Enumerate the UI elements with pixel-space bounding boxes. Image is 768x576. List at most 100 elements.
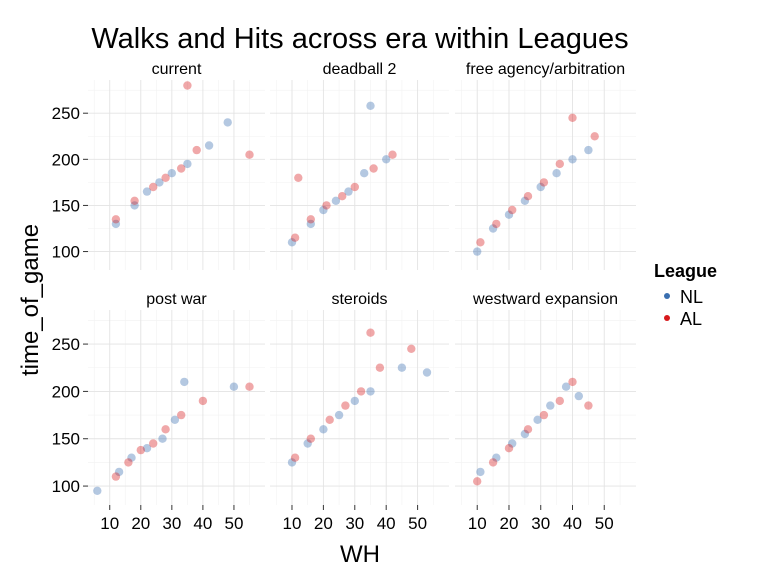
data-point-al [375, 363, 385, 372]
data-point-al [136, 445, 145, 455]
x-tick-label: 50 [224, 514, 243, 533]
facet-panel: post war 100 150 200 250 10 20 30 40 50 [52, 291, 265, 533]
facet-panel: deadball 2 [270, 61, 449, 270]
data-point-nl [397, 363, 407, 372]
data-point-nl [360, 169, 369, 178]
data-point-al [177, 410, 186, 420]
facet-panel: current 100 150 200 250 [52, 61, 265, 270]
x-tick-label: 40 [377, 514, 396, 533]
data-point-nl [508, 439, 517, 448]
data-point-nl [130, 201, 139, 210]
data-point-al [111, 472, 121, 481]
data-point-nl [111, 219, 121, 229]
data-point-nl [492, 453, 501, 462]
data-point-nl [319, 205, 328, 215]
data-point-nl [155, 178, 164, 187]
data-point-al [555, 396, 564, 406]
data-point-al [504, 444, 514, 453]
panel-background [455, 310, 636, 505]
data-point-al [523, 425, 533, 434]
legend: League NL AL [654, 261, 717, 329]
data-point-nl [142, 187, 152, 196]
data-point-al [130, 196, 139, 205]
x-tick-label: 20 [314, 514, 333, 533]
data-point-al [508, 205, 517, 215]
data-point-nl [142, 444, 152, 453]
data-point-al [245, 150, 254, 159]
data-point-al [584, 401, 593, 410]
data-point-al [341, 401, 350, 410]
data-point-al [294, 173, 303, 182]
data-point-al [568, 113, 577, 123]
data-point-al [476, 238, 485, 247]
data-point-al [290, 233, 300, 242]
legend-swatch-nl [664, 293, 670, 299]
data-point-al [111, 215, 121, 224]
data-point-al [492, 219, 501, 229]
data-point-nl [488, 224, 498, 233]
data-point-al [161, 173, 170, 182]
panel-background [455, 80, 636, 270]
x-tick-label: 40 [563, 514, 582, 533]
facet-panels: current 100 150 200 250 deadball 2 free agency… [52, 61, 636, 533]
facet-panel: steroids 10 20 30 40 50 [270, 291, 449, 533]
data-point-al [388, 150, 397, 159]
data-point-nl [350, 396, 359, 406]
facet-label: deadball 2 [323, 61, 397, 78]
data-point-al [161, 425, 170, 434]
data-point-al [523, 192, 533, 201]
data-point-nl [344, 187, 353, 196]
data-point-al [177, 164, 186, 173]
data-point-al [590, 132, 599, 141]
y-tick-label: 200 [52, 382, 80, 401]
x-tick-label: 10 [100, 514, 119, 533]
y-tick-label: 250 [52, 104, 80, 123]
data-point-al [473, 477, 482, 486]
panel-background [88, 310, 265, 505]
data-point-nl [552, 169, 561, 178]
facet-label: current [152, 61, 202, 78]
x-tick-label: 30 [531, 514, 550, 533]
data-point-al [539, 410, 549, 420]
data-point-al [366, 328, 375, 337]
x-axis-label: WH [340, 541, 380, 568]
panel-background [270, 310, 449, 505]
x-tick-label: 10 [283, 514, 302, 533]
data-point-nl [331, 196, 341, 205]
x-tick-label: 40 [193, 514, 212, 533]
data-point-nl [584, 145, 593, 155]
data-point-nl [533, 415, 542, 424]
data-point-nl [306, 219, 315, 229]
y-tick-label: 250 [52, 335, 80, 354]
facet-panel: free agency/arbitration [455, 61, 636, 270]
x-tick-label: 30 [162, 514, 181, 533]
data-point-al [183, 81, 192, 90]
data-point-al [356, 387, 366, 396]
data-point-nl [382, 155, 391, 164]
data-point-nl [167, 169, 176, 178]
data-point-nl [223, 118, 232, 127]
legend-swatch-al [664, 315, 670, 321]
data-point-nl [546, 401, 555, 410]
x-tick-label: 50 [408, 514, 427, 533]
data-point-nl [561, 382, 571, 391]
data-point-nl [473, 247, 482, 256]
data-point-nl [520, 429, 530, 439]
y-axis-label: time_of_game [17, 224, 44, 376]
data-point-al [198, 396, 208, 406]
data-point-nl [574, 391, 583, 401]
data-point-nl [319, 425, 328, 434]
data-point-al [322, 201, 331, 210]
data-point-al [568, 377, 577, 387]
legend-title: League [654, 261, 717, 281]
facet-label: steroids [331, 291, 387, 308]
data-point-al [245, 382, 254, 391]
data-point-al [338, 192, 347, 201]
x-tick-label: 30 [345, 514, 364, 533]
data-point-nl [127, 453, 136, 462]
facet-label: free agency/arbitration [466, 61, 625, 78]
data-point-nl [93, 486, 102, 495]
data-point-nl [170, 415, 180, 424]
data-point-nl [287, 458, 297, 467]
data-point-nl [422, 368, 432, 377]
